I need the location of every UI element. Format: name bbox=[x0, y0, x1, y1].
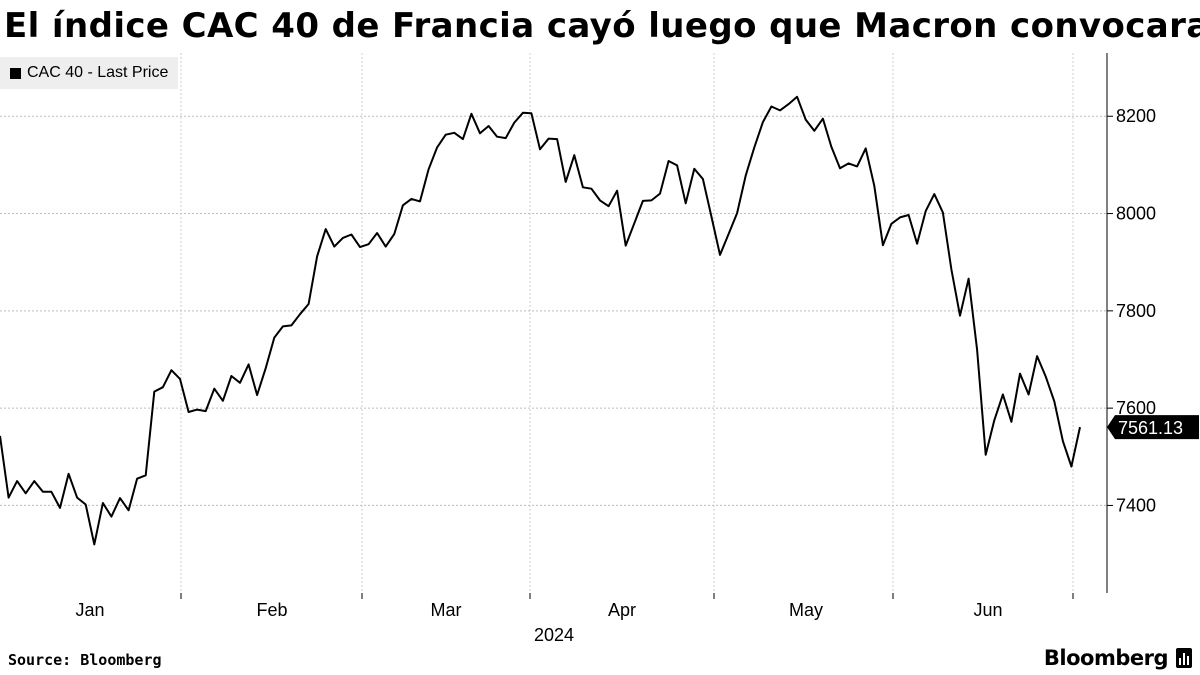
brand-wordmark: Bloomberg bbox=[1043, 646, 1169, 670]
x-tick-label: Jun bbox=[973, 600, 1002, 620]
bloomberg-logo-icon bbox=[1176, 648, 1192, 668]
x-tick-label: Feb bbox=[256, 600, 287, 620]
x-tick-label: Jan bbox=[75, 600, 104, 620]
source-note: Source: Bloomberg bbox=[8, 651, 162, 669]
last-value-marker bbox=[1107, 415, 1199, 440]
last-value-label: 7561.13 bbox=[1118, 418, 1183, 438]
x-axis-title: 2024 bbox=[534, 625, 574, 645]
legend[interactable]: CAC 40 - Last Price bbox=[0, 57, 179, 89]
x-tick-label: Apr bbox=[608, 600, 636, 620]
y-tick-label: 7600 bbox=[1116, 398, 1156, 418]
y-tick-label: 7400 bbox=[1116, 495, 1156, 515]
legend-swatch bbox=[10, 67, 21, 79]
y-tick-label: 8000 bbox=[1116, 204, 1156, 224]
y-tick-label: 8200 bbox=[1116, 106, 1156, 126]
x-tick-label: Mar bbox=[431, 600, 462, 620]
chart-title: El índice CAC 40 de Francia cayó luego q… bbox=[4, 6, 1200, 46]
bloomberg-brand: Bloomberg bbox=[1044, 646, 1192, 670]
series-line-cac40 bbox=[0, 95, 1081, 546]
y-tick-label: 7800 bbox=[1116, 301, 1156, 321]
x-tick-label: May bbox=[789, 600, 823, 620]
legend-label: CAC 40 - Last Price bbox=[27, 64, 169, 81]
